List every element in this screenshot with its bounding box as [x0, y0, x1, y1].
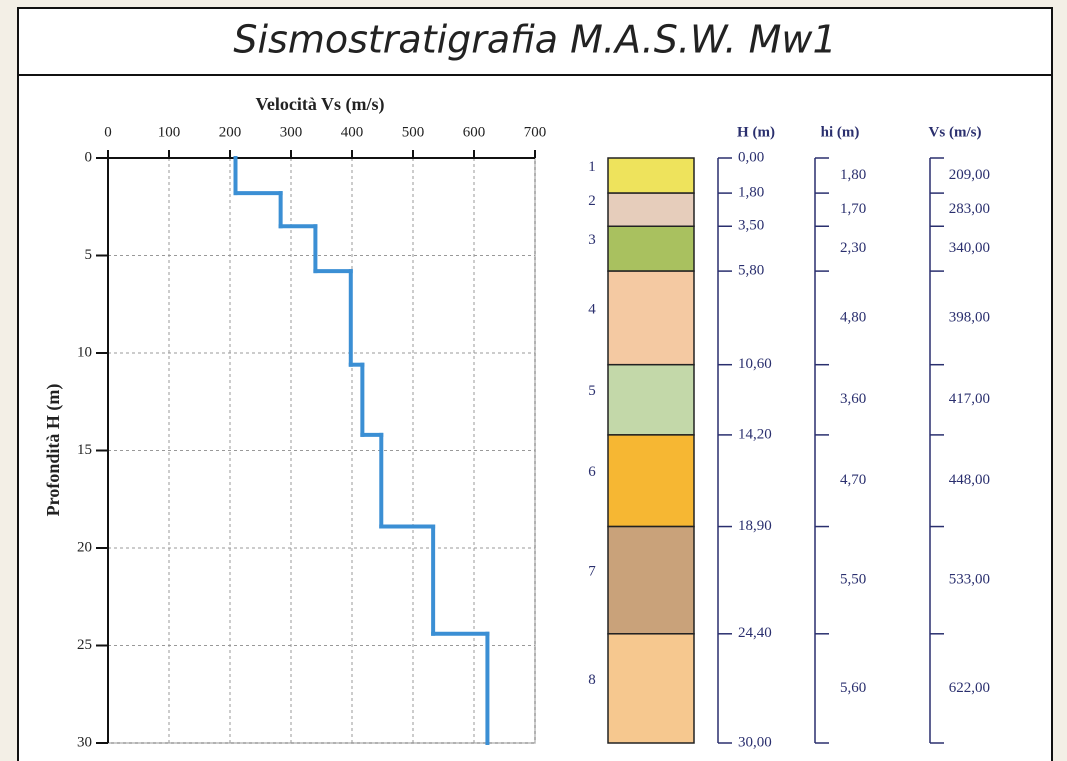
layer-number: 6	[588, 464, 596, 480]
depth-label: 24,40	[738, 625, 772, 641]
velocity-label: 533,00	[949, 572, 990, 588]
x-tick-label: 0	[104, 124, 112, 140]
x-tick-label: 400	[341, 124, 364, 140]
layer-number: 7	[588, 564, 596, 580]
x-axis-label: Velocità Vs (m/s)	[256, 94, 385, 115]
x-tick-label: 200	[219, 124, 242, 140]
layer	[607, 192, 695, 228]
x-tick-label: 600	[463, 124, 486, 140]
layer-number: 1	[588, 159, 596, 175]
velocity-label: 209,00	[949, 167, 990, 183]
y-tick-label: 20	[77, 539, 92, 555]
layer-number: 2	[588, 193, 596, 209]
layer	[607, 633, 695, 744]
depth-label: 14,20	[738, 426, 772, 442]
column-header: hi (m)	[821, 124, 860, 140]
y-tick-label: 15	[77, 442, 92, 458]
layer-number: 3	[588, 232, 596, 248]
velocity-label: 398,00	[949, 309, 990, 325]
y-tick-label: 5	[85, 247, 93, 263]
x-tick-label: 700	[524, 124, 547, 140]
layer	[607, 157, 695, 194]
depth-label: 3,50	[738, 218, 764, 234]
y-axis-label: Profondità H (m)	[43, 384, 64, 517]
layer	[607, 225, 695, 272]
velocity-label: 417,00	[949, 391, 990, 407]
layer-number: 5	[588, 383, 596, 399]
depth-label: 0,00	[738, 149, 764, 165]
layer	[607, 270, 695, 366]
depth-label: 18,90	[738, 518, 772, 534]
x-tick-label: 100	[158, 124, 181, 140]
thickness-label: 3,60	[840, 391, 866, 407]
x-tick-label: 500	[402, 124, 425, 140]
layer	[607, 525, 695, 635]
velocity-label: 283,00	[949, 201, 990, 217]
column-header: Vs (m/s)	[929, 124, 982, 140]
y-tick-label: 30	[77, 734, 92, 750]
velocity-label: 622,00	[949, 680, 990, 696]
depth-label: 1,80	[738, 185, 764, 201]
column-header: H (m)	[737, 124, 775, 140]
thickness-label: 4,70	[840, 472, 866, 488]
depth-label: 5,80	[738, 263, 764, 279]
layer-number: 8	[588, 672, 596, 688]
velocity-label: 448,00	[949, 472, 990, 488]
depth-label: 10,60	[738, 356, 772, 372]
y-tick-label: 0	[85, 149, 93, 165]
x-tick-label: 300	[280, 124, 303, 140]
thickness-label: 5,60	[840, 680, 866, 696]
velocity-label: 340,00	[949, 240, 990, 256]
title: Sismostratigrafia M.A.S.W. Mw1	[233, 18, 836, 62]
y-tick-label: 25	[77, 637, 92, 653]
layer-number: 4	[588, 301, 596, 317]
depth-label: 30,00	[738, 734, 772, 750]
y-tick-label: 10	[77, 344, 92, 360]
layer	[607, 363, 695, 436]
thickness-label: 4,80	[840, 309, 866, 325]
layer	[607, 434, 695, 528]
thickness-label: 5,50	[840, 572, 866, 588]
thickness-label: 2,30	[840, 240, 866, 256]
thickness-label: 1,70	[840, 201, 866, 217]
thickness-label: 1,80	[840, 167, 866, 183]
